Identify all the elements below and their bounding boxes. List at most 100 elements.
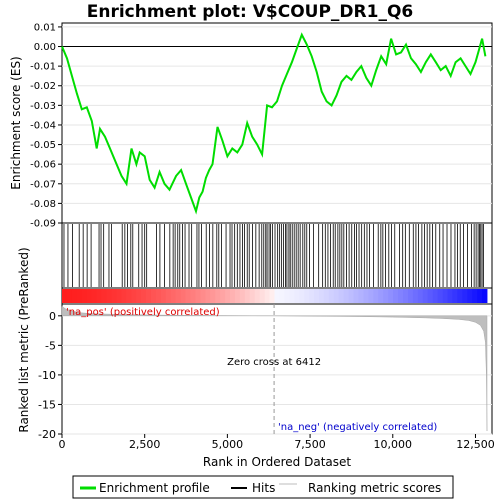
rank-color-segment bbox=[368, 289, 374, 303]
rank-color-segment bbox=[407, 289, 414, 303]
metric-tick-label: 0 bbox=[49, 310, 56, 323]
rank-color-segment bbox=[333, 289, 340, 303]
rank-color-segment bbox=[190, 289, 196, 303]
x-axis: 0 2,500 5,000 7,500 10,000 12,500 bbox=[59, 434, 495, 451]
rank-color-segment bbox=[249, 289, 256, 303]
rank-color-segment bbox=[111, 289, 117, 303]
rank-color-segment bbox=[309, 289, 315, 303]
rank-color-segment bbox=[254, 289, 261, 303]
x-tick-label: 2,500 bbox=[129, 438, 161, 451]
rank-color-segment bbox=[328, 289, 335, 303]
rank-color-segment bbox=[101, 289, 107, 303]
rank-color-segment bbox=[452, 289, 458, 303]
rank-color-segment bbox=[234, 289, 241, 303]
rank-color-segment bbox=[269, 289, 275, 303]
rank-color-segment bbox=[304, 289, 310, 303]
rank-color-segment bbox=[155, 289, 162, 303]
rank-color-segment bbox=[338, 289, 345, 303]
x-tick-label: 10,000 bbox=[374, 438, 413, 451]
rank-color-segment bbox=[180, 289, 186, 303]
rank-color-segment bbox=[393, 289, 399, 303]
rank-color-segment bbox=[131, 289, 137, 303]
rank-color-segment bbox=[412, 289, 419, 303]
es-tick-label: -0.02 bbox=[30, 81, 56, 92]
rank-color-segment bbox=[388, 289, 394, 303]
rank-color-segment bbox=[91, 289, 97, 303]
rank-color-segment bbox=[343, 289, 350, 303]
rank-color-segment bbox=[417, 289, 424, 303]
rank-color-segment bbox=[319, 289, 325, 303]
rank-color-segment bbox=[141, 289, 147, 303]
es-tick-label: -0.01 bbox=[30, 62, 56, 73]
rank-color-segment bbox=[106, 289, 112, 303]
rank-color-segment bbox=[220, 289, 226, 303]
es-tick-label: -0.05 bbox=[30, 140, 56, 151]
rank-color-segment bbox=[215, 289, 221, 303]
x-tick-label: 5,000 bbox=[212, 438, 244, 451]
es-y-axis-label: Enrichment score (ES) bbox=[9, 56, 23, 189]
es-tick-label: 0.01 bbox=[34, 22, 56, 33]
rank-color-segment bbox=[358, 289, 364, 303]
es-tick-label: -0.09 bbox=[30, 219, 56, 230]
pos-correlated-label: 'na_pos' (positively correlated) bbox=[66, 307, 220, 318]
es-tick-label: -0.07 bbox=[30, 179, 56, 190]
metric-y-axis-label: Ranked list metric (PreRanked) bbox=[17, 247, 31, 432]
chart-title: Enrichment plot: V$COUP_DR1_Q6 bbox=[87, 2, 414, 22]
rank-color-segment bbox=[314, 289, 320, 303]
rank-color-segment bbox=[136, 289, 142, 303]
rank-color-segment bbox=[71, 289, 78, 303]
ranking-metric-area bbox=[61, 305, 488, 432]
rank-color-segment bbox=[62, 289, 68, 303]
rank-color-segment bbox=[175, 289, 182, 303]
es-tick-label: -0.06 bbox=[30, 160, 56, 171]
hits-panel bbox=[61, 222, 493, 289]
es-panel bbox=[61, 22, 493, 224]
rank-color-segment bbox=[205, 289, 211, 303]
rank-color-bar bbox=[62, 289, 488, 303]
rank-color-segment bbox=[363, 289, 369, 303]
rank-color-segment bbox=[200, 289, 206, 303]
legend-hits-label: Hits bbox=[252, 481, 275, 495]
x-tick-label: 7,500 bbox=[294, 438, 326, 451]
rank-color-segment bbox=[348, 289, 354, 303]
rank-color-segment bbox=[477, 289, 483, 303]
rank-color-segment bbox=[259, 289, 266, 303]
rank-color-segment bbox=[244, 289, 251, 303]
rank-color-segment bbox=[403, 289, 409, 303]
rank-color-segment bbox=[284, 289, 290, 303]
rank-color-segment bbox=[294, 289, 300, 303]
metric-y-axis: 0 -5 -10 -15 -20 bbox=[38, 310, 62, 441]
rank-color-segment bbox=[274, 289, 280, 303]
neg-correlated-label: 'na_neg' (negatively correlated) bbox=[278, 422, 437, 433]
rank-color-segment bbox=[279, 289, 285, 303]
es-y-axis: 0.01 0.00 -0.01 -0.02 -0.03 -0.04 -0.05 -0.06 -0… bbox=[30, 22, 62, 230]
rank-color-segment bbox=[230, 289, 236, 303]
x-tick-label: 12,500 bbox=[456, 438, 495, 451]
rank-color-segment bbox=[150, 289, 157, 303]
metric-tick-label: -20 bbox=[38, 428, 56, 441]
legend-box bbox=[72, 475, 454, 499]
es-tick-label: -0.04 bbox=[30, 120, 56, 131]
rank-color-segment bbox=[66, 289, 73, 303]
rank-color-segment bbox=[472, 289, 478, 303]
x-axis-label: Rank in Ordered Dataset bbox=[203, 455, 351, 469]
rank-color-segment bbox=[195, 289, 201, 303]
rank-color-segment bbox=[76, 289, 83, 303]
rank-color-segment bbox=[437, 289, 443, 303]
rank-color-segment bbox=[185, 289, 191, 303]
rank-color-segment bbox=[121, 289, 127, 303]
rank-color-segment bbox=[462, 289, 468, 303]
rank-color-segment bbox=[467, 289, 473, 303]
rank-color-segment bbox=[378, 289, 384, 303]
rank-color-segment bbox=[126, 289, 132, 303]
rank-color-segment bbox=[457, 289, 463, 303]
rank-color-segment bbox=[146, 289, 152, 303]
hits-marks bbox=[63, 224, 484, 287]
metric-tick-label: -15 bbox=[38, 398, 56, 411]
metric-panel bbox=[61, 303, 493, 435]
es-tick-label: -0.08 bbox=[30, 199, 56, 210]
metric-tick-label: -5 bbox=[45, 339, 56, 352]
rank-color-segment bbox=[210, 289, 216, 303]
rank-color-segment bbox=[81, 289, 88, 303]
